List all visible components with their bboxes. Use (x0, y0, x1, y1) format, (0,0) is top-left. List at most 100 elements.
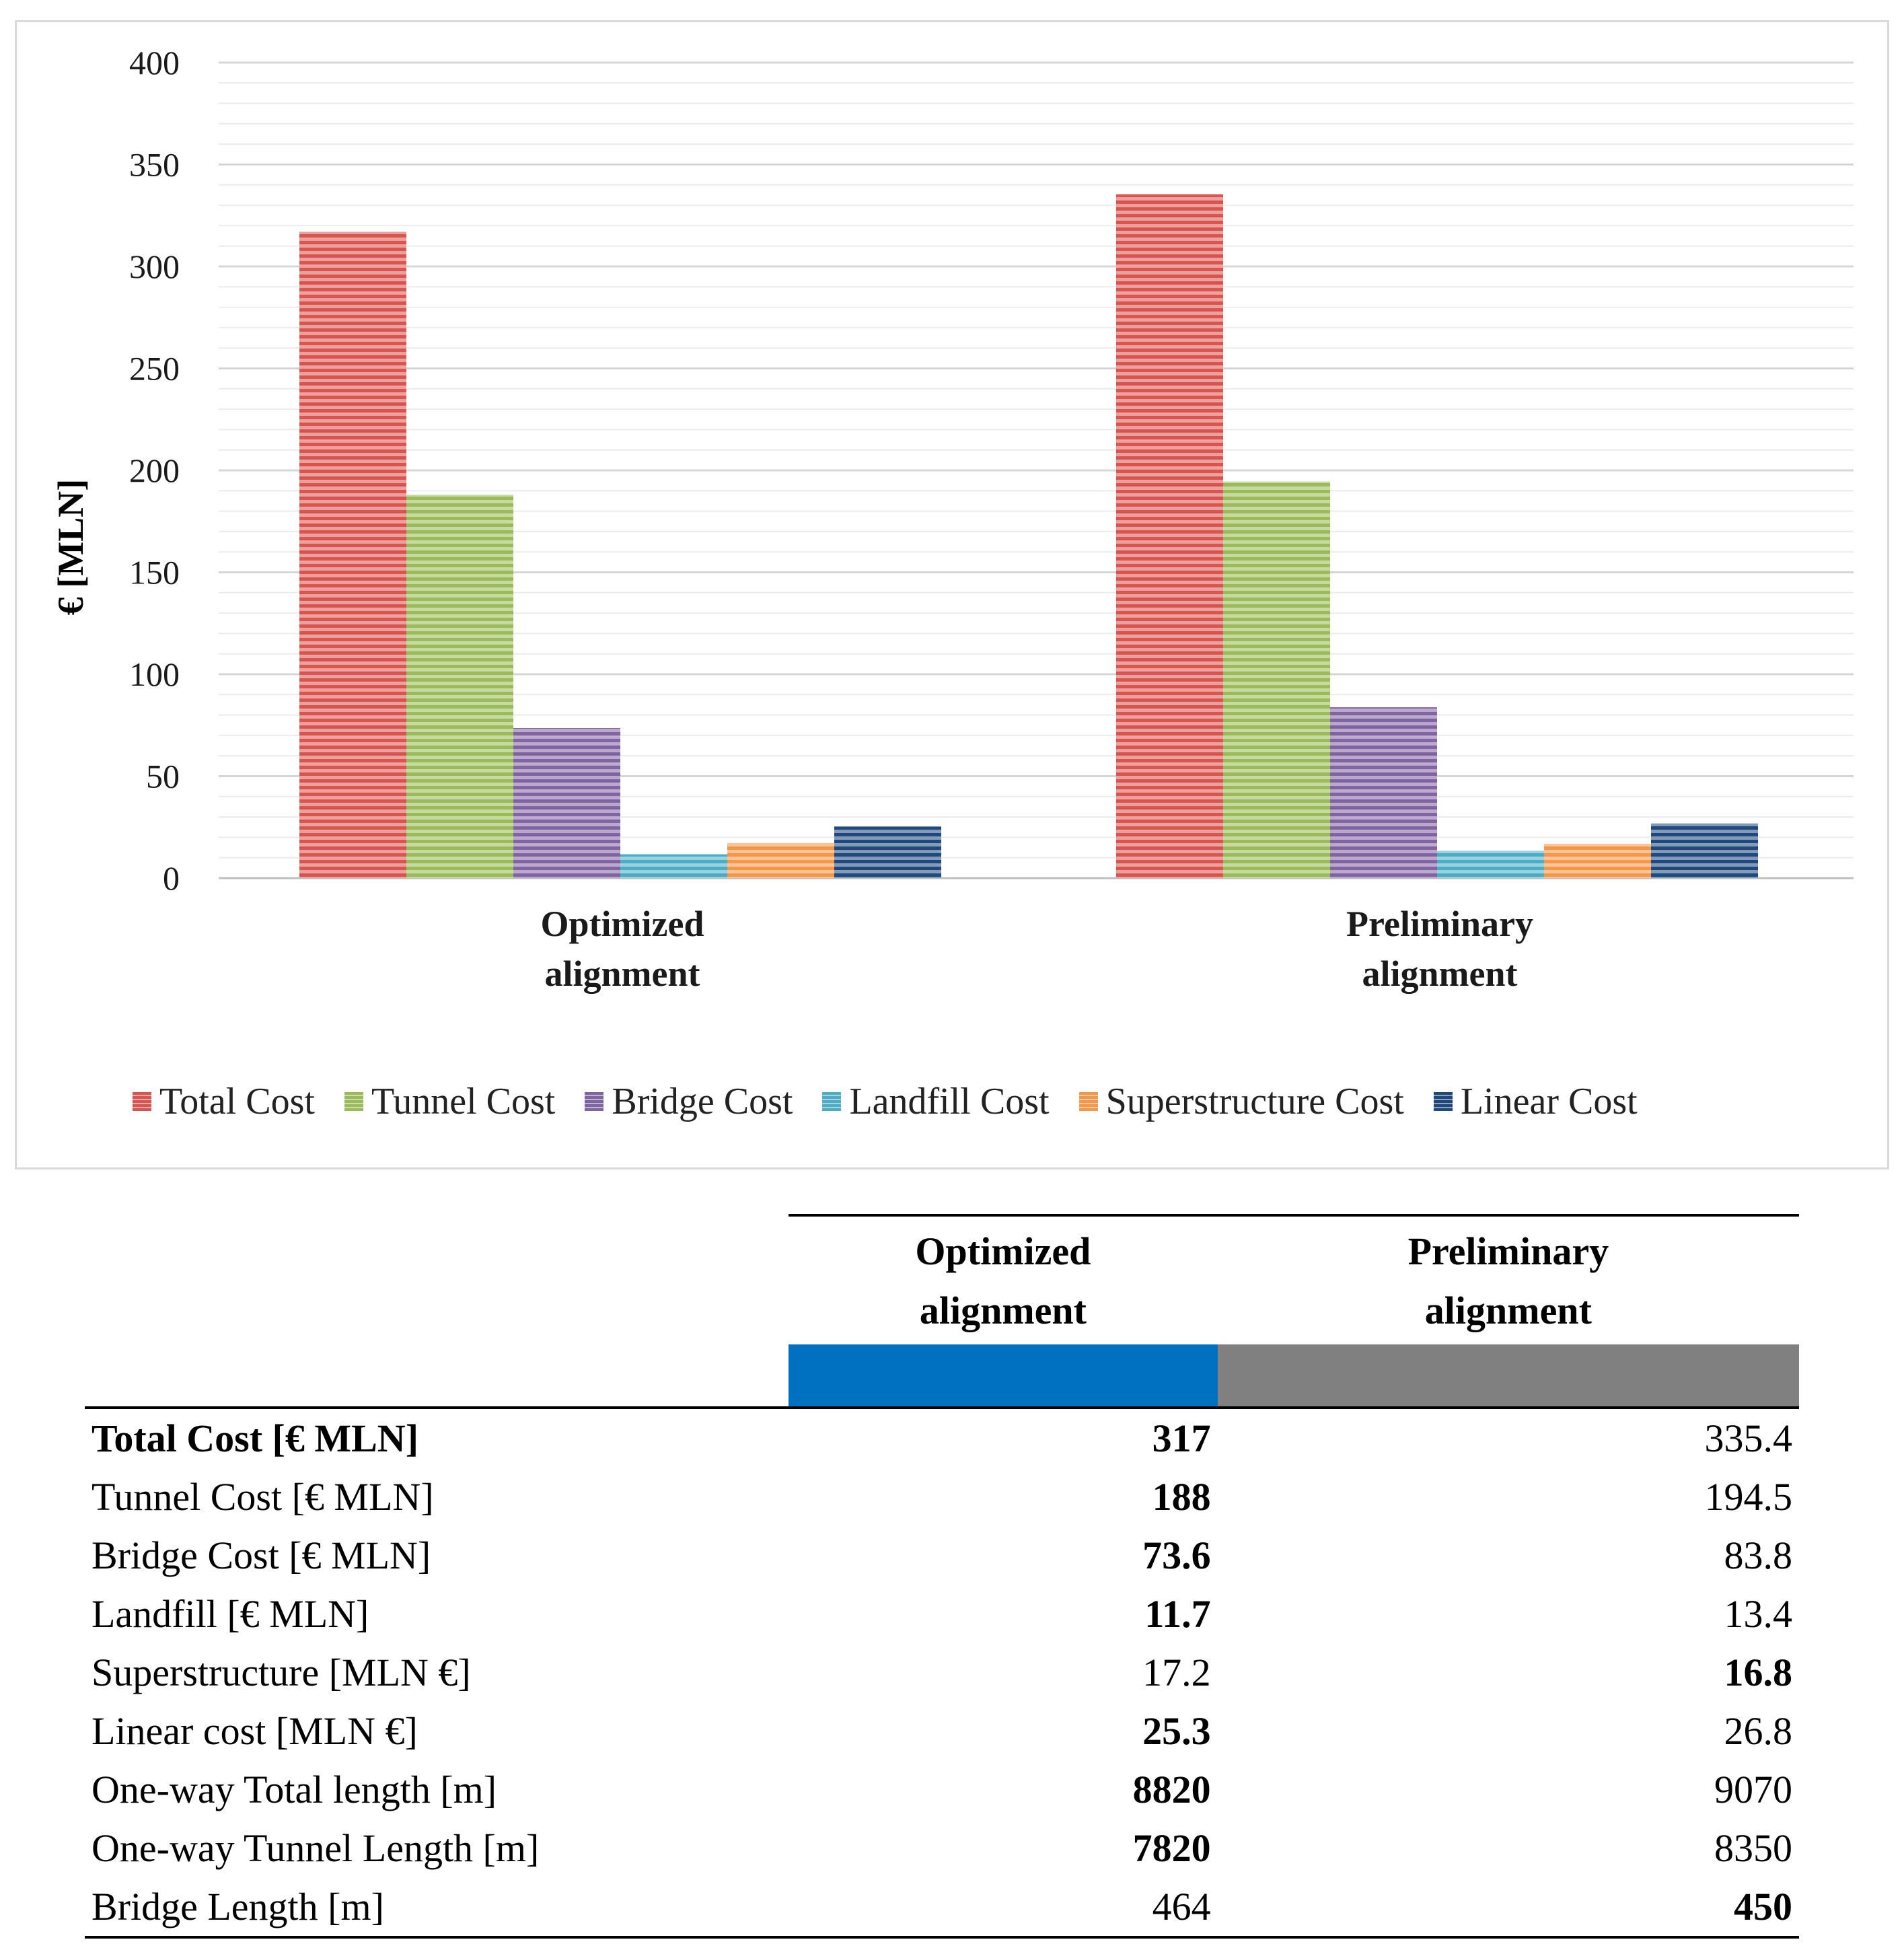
cell-preliminary: 26.8 (1724, 1708, 1793, 1753)
cell-preliminary: 335.4 (1704, 1416, 1793, 1460)
header-preliminary-line2: alignment (1424, 1289, 1592, 1332)
color-cell-blank (85, 1344, 789, 1409)
x-axis-categories: Optimized alignment Preliminary alignment (541, 904, 1533, 994)
y-axis-label: € [MLN] (50, 479, 91, 615)
legend-label: Tunnel Cost (371, 1081, 556, 1122)
cell-preliminary: 194.5 (1704, 1474, 1793, 1519)
row-label: Bridge Length [m] (85, 1877, 789, 1939)
bar-chart: 0 50 100 150 200 250 300 350 400 Optimized alignm… (50, 44, 1854, 994)
bar-stripe-overlay (513, 727, 620, 878)
cell-preliminary: 83.8 (1724, 1533, 1793, 1577)
bar-stripe-overlay (834, 826, 941, 878)
legend-item: Superstructure Cost (1078, 1080, 1404, 1123)
bar-stripe-overlay (299, 231, 406, 878)
row-label: One-way Tunnel Length [m] (91, 1826, 540, 1870)
y-tick-label: 100 (129, 655, 180, 693)
legend: Total Cost Tunnel Cost Bridge Cost Landfill… (133, 1080, 1638, 1123)
legend-swatch (133, 1092, 151, 1111)
table-header-row: Optimized alignment Preliminary alignmen… (85, 1214, 1799, 1344)
bar-stripe-overlay (1223, 481, 1330, 878)
table-row: Linear cost [MLN €] 25.3 26.8 (85, 1702, 1799, 1760)
bar-stripe-overlay (1544, 844, 1651, 878)
y-tick-label: 150 (129, 554, 180, 591)
table-header-optimized: Optimized alignment (789, 1214, 1218, 1344)
row-label: Superstructure [MLN €] (91, 1650, 471, 1694)
y-tick-label: 250 (129, 350, 180, 388)
table-row: One-way Total length [m] 8820 9070 (85, 1760, 1799, 1819)
category-label: Optimized (541, 904, 704, 944)
category-label: Preliminary (1346, 904, 1533, 944)
row-label: Linear cost [MLN €] (91, 1708, 418, 1753)
comparison-table: Optimized alignment Preliminary alignmen… (85, 1214, 1799, 1939)
table-header-preliminary: Preliminary alignment (1217, 1214, 1799, 1344)
y-tick-label: 350 (129, 146, 180, 184)
cell-optimized: 317 (1152, 1416, 1211, 1460)
row-label: Tunnel Cost [€ MLN] (91, 1474, 434, 1519)
legend-swatch (1078, 1092, 1098, 1111)
cell-optimized: 7820 (1132, 1826, 1211, 1870)
category-label: alignment (544, 953, 700, 994)
bar-stripe-overlay (1651, 823, 1758, 878)
bar-stripe-overlay (1330, 707, 1437, 878)
y-tick-label: 0 (163, 859, 180, 897)
y-axis-ticks: 0 50 100 150 200 250 300 350 400 (129, 44, 180, 897)
row-label: Landfill [€ MLN] (91, 1591, 369, 1636)
legend-swatch (344, 1092, 363, 1111)
table-header-blank (85, 1215, 789, 1344)
table-row: Landfill [€ MLN] 11.7 13.4 (85, 1585, 1799, 1643)
cell-optimized: 25.3 (1142, 1708, 1211, 1753)
cell-optimized: 464 (789, 1877, 1218, 1939)
y-tick-label: 300 (129, 248, 180, 285)
legend-label: Linear Cost (1460, 1081, 1638, 1122)
bar-stripe-overlay (406, 495, 513, 878)
row-label: Total Cost [€ MLN] (91, 1416, 419, 1460)
cell-optimized: 11.7 (1144, 1591, 1211, 1636)
legend-swatch (1433, 1092, 1453, 1111)
header-preliminary-line1: Preliminary (1407, 1229, 1609, 1273)
legend-item: Tunnel Cost (344, 1080, 555, 1123)
cell-optimized: 8820 (1132, 1767, 1211, 1811)
bars (299, 194, 1758, 878)
chart-container: 0 50 100 150 200 250 300 350 400 Optimized alignm… (15, 20, 1889, 1169)
table-color-row (85, 1344, 1799, 1409)
bar-stripe-overlay (1437, 851, 1544, 878)
cell-preliminary: 8350 (1714, 1826, 1792, 1870)
bar-stripe-overlay (727, 842, 834, 878)
legend-label: Total Cost (159, 1081, 315, 1122)
table-row: Total Cost [€ MLN] 317 335.4 (85, 1408, 1799, 1468)
category-label: alignment (1362, 953, 1517, 994)
table-row: Bridge Cost [€ MLN] 73.6 83.8 (85, 1526, 1799, 1585)
cell-preliminary: 9070 (1714, 1767, 1792, 1811)
color-bar-optimized (789, 1344, 1218, 1409)
table-row: Superstructure [MLN €] 17.2 16.8 (85, 1643, 1799, 1702)
bar-stripe-overlay (1116, 194, 1223, 878)
color-bar-preliminary (1217, 1344, 1799, 1409)
row-label: One-way Total length [m] (91, 1767, 497, 1811)
bar-stripe-overlay (620, 854, 727, 878)
y-tick-label: 400 (129, 44, 180, 81)
cell-optimized: 73.6 (1142, 1533, 1211, 1577)
legend-label: Landfill Cost (849, 1081, 1050, 1122)
cell-preliminary: 450 (1217, 1877, 1799, 1939)
legend-item: Linear Cost (1433, 1080, 1638, 1123)
row-label: Bridge Cost [€ MLN] (91, 1533, 431, 1577)
legend-item: Bridge Cost (585, 1080, 793, 1123)
y-tick-label: 50 (146, 758, 180, 795)
legend-item: Total Cost (133, 1080, 315, 1123)
legend-swatch (822, 1092, 842, 1111)
header-optimized-line1: Optimized (915, 1229, 1091, 1273)
y-tick-label: 200 (129, 452, 180, 489)
cell-preliminary: 16.8 (1724, 1650, 1793, 1694)
legend-swatch (585, 1092, 604, 1111)
table-row: One-way Tunnel Length [m] 7820 8350 (85, 1819, 1799, 1877)
cell-optimized: 17.2 (1142, 1650, 1211, 1694)
header-optimized-line2: alignment (919, 1289, 1087, 1332)
legend-item: Landfill Cost (822, 1080, 1050, 1123)
cell-preliminary: 13.4 (1724, 1591, 1793, 1636)
cell-optimized: 188 (1152, 1474, 1211, 1519)
legend-label: Superstructure Cost (1105, 1081, 1404, 1122)
table-row: Tunnel Cost [€ MLN] 188 194.5 (85, 1468, 1799, 1526)
table-body: Total Cost [€ MLN] 317 335.4 Tunnel Cost [€… (85, 1408, 1799, 1939)
legend-label: Bridge Cost (612, 1081, 793, 1122)
table-row: Bridge Length [m] 464 450 (85, 1877, 1799, 1939)
